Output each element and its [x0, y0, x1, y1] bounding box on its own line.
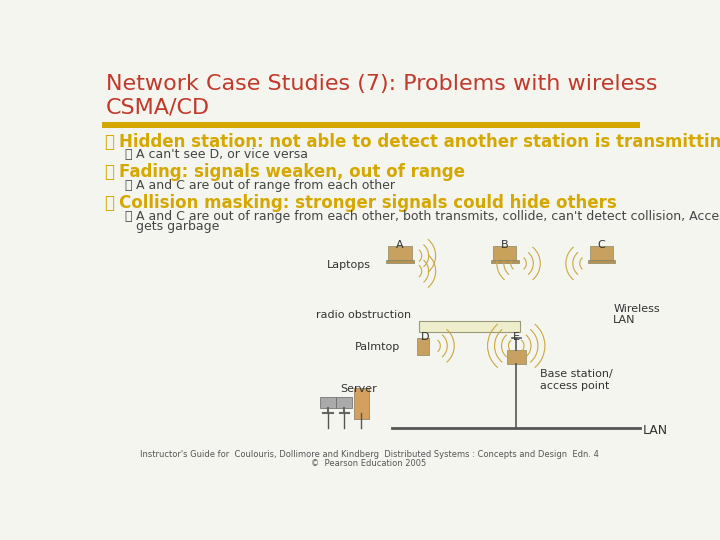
Text: ⧄: ⧄ — [124, 210, 132, 222]
Bar — [490, 260, 518, 264]
Bar — [493, 246, 516, 260]
Bar — [102, 122, 640, 128]
Text: Base station/
access point: Base station/ access point — [539, 369, 612, 390]
Bar — [590, 246, 613, 260]
Text: B: B — [501, 240, 508, 251]
Text: ⧅: ⧅ — [104, 132, 114, 151]
Bar — [388, 246, 412, 260]
Text: A and C are out of range from each other, both transmits, collide, can't detect : A and C are out of range from each other… — [137, 210, 720, 222]
Text: ⧄: ⧄ — [124, 148, 132, 161]
Text: Instructor's Guide for  Coulouris, Dollimore and Kindberg  Distributed Systems :: Instructor's Guide for Coulouris, Dollim… — [140, 450, 598, 459]
Bar — [507, 350, 526, 363]
Text: ©  Pearson Education 2005: © Pearson Education 2005 — [311, 459, 427, 468]
Text: Palmtop: Palmtop — [355, 342, 400, 352]
Bar — [354, 388, 369, 419]
Text: radio obstruction: radio obstruction — [317, 309, 412, 320]
Text: gets garbage: gets garbage — [137, 220, 220, 233]
Text: Wireless
LAN: Wireless LAN — [613, 303, 660, 325]
Text: Server: Server — [341, 384, 377, 394]
Text: A: A — [396, 240, 404, 251]
Text: Network Case Studies (7): Problems with wireless: Network Case Studies (7): Problems with … — [106, 74, 657, 94]
Text: Hidden station: not able to detect another station is transmitting: Hidden station: not able to detect anoth… — [120, 132, 720, 151]
Bar — [320, 397, 336, 408]
Text: ⧄: ⧄ — [124, 179, 132, 192]
Bar — [336, 397, 352, 408]
Text: D: D — [420, 332, 429, 342]
Bar — [417, 338, 429, 355]
Text: A can't see D, or vice versa: A can't see D, or vice versa — [137, 148, 308, 161]
Text: LAN: LAN — [642, 423, 667, 437]
Text: Fading: signals weaken, out of range: Fading: signals weaken, out of range — [120, 164, 465, 181]
Text: E: E — [513, 332, 520, 342]
Text: CSMA/CD: CSMA/CD — [106, 97, 210, 117]
Text: ⧅: ⧅ — [104, 164, 114, 181]
Text: Collision masking: stronger signals could hide others: Collision masking: stronger signals coul… — [120, 194, 617, 212]
Text: A and C are out of range from each other: A and C are out of range from each other — [137, 179, 395, 192]
Text: C: C — [598, 240, 606, 251]
Text: ⧅: ⧅ — [104, 194, 114, 212]
Bar — [386, 260, 414, 264]
Text: Laptops: Laptops — [327, 260, 371, 269]
Bar — [588, 260, 616, 264]
Bar — [419, 321, 520, 332]
